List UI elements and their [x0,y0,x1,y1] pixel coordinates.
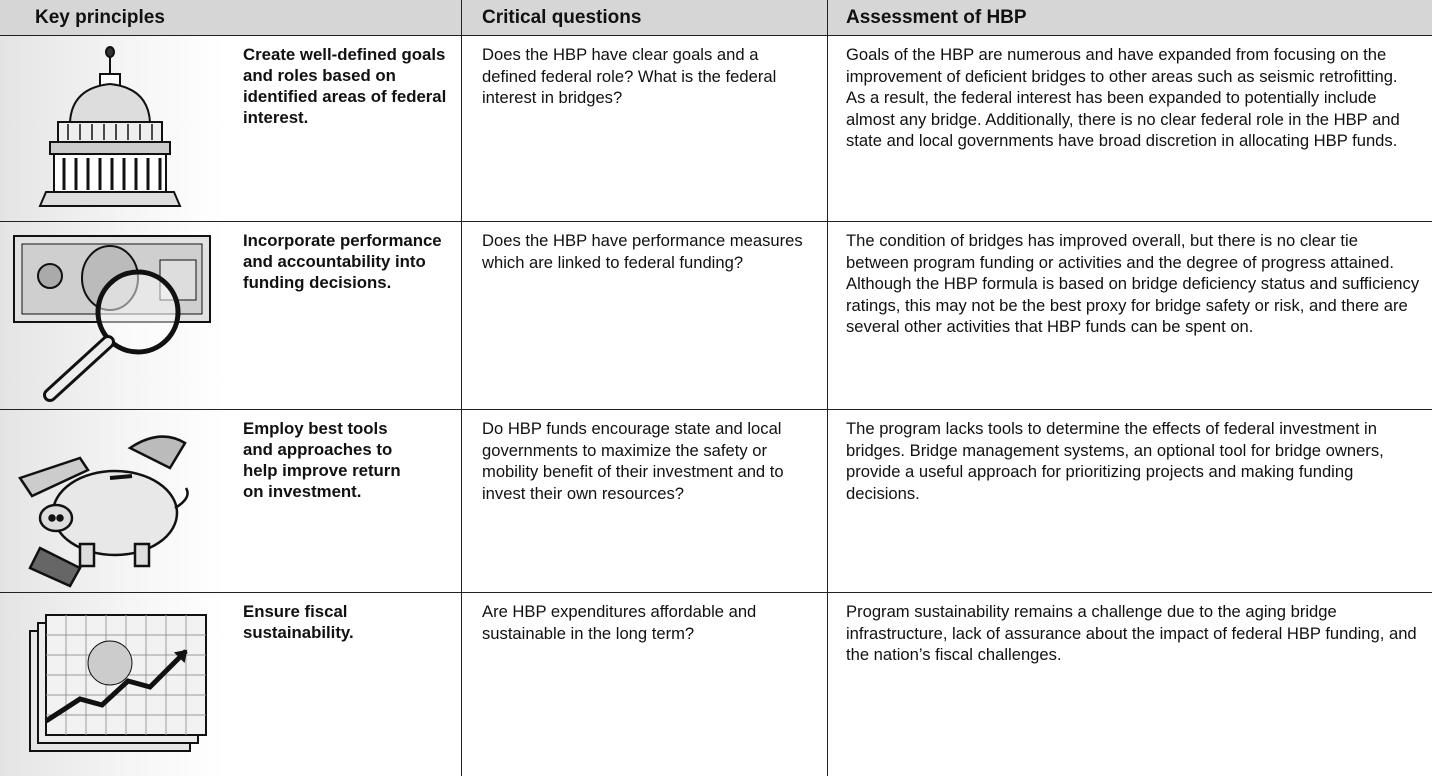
piggy-drawing [18,435,189,588]
header-cell: Assessment of HBP [828,0,1432,36]
assessment: Goals of the HBP are numerous and have e… [828,36,1432,222]
question: Do HBP funds encourage state and local g… [462,410,828,593]
question: Are HBP expenditures affordable and sust… [462,593,828,776]
principle: Create well-defined goals and roles base… [225,36,462,222]
row-divider [0,221,225,222]
capitol-drawing [38,46,182,207]
dollar-magnifier-icon [0,222,225,410]
piggy-bank-icon [0,410,225,593]
principle: Incorporate performance and accountabili… [225,222,462,410]
dollar-drawing [13,235,211,402]
assessment: The condition of bridges has improved ov… [828,222,1432,410]
question: Does the HBP have clear goals and a defi… [462,36,828,222]
bills-chart-icon [0,593,225,776]
capitol-icon [0,36,225,222]
question: Does the HBP have performance measures w… [462,222,828,410]
bills-drawing [29,614,207,752]
principle: Ensure fiscal sustainability. [225,593,462,776]
header-cell: Critical questions [462,0,828,36]
row-divider [0,592,225,593]
assessment: The program lacks tools to determine the… [828,410,1432,593]
header-cell: Key principles [0,0,462,36]
assessment: Program sustainability remains a challen… [846,602,1417,664]
row-divider [0,409,225,410]
principle: Employ best tools and approaches to help… [225,410,462,593]
